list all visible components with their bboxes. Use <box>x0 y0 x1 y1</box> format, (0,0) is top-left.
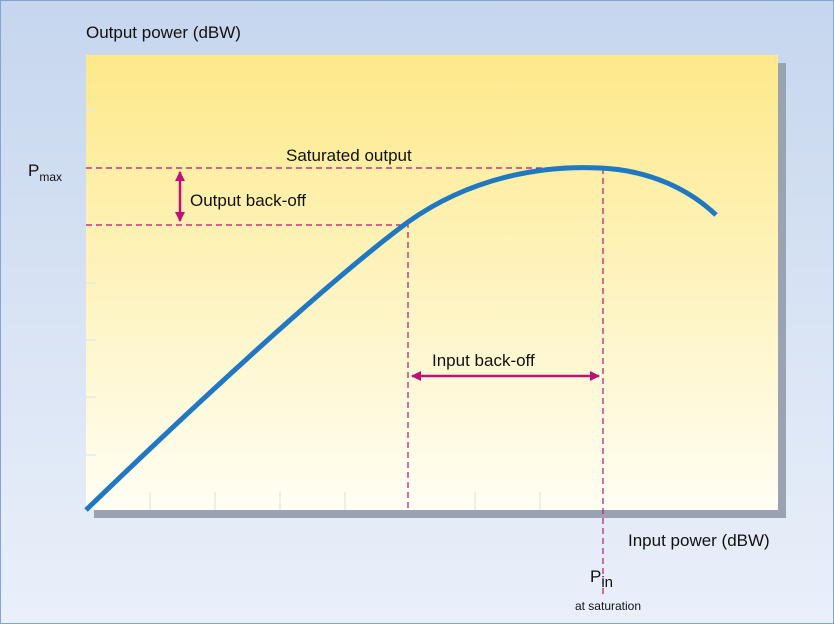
p-in: Pin <box>590 567 613 591</box>
output-back-off: Output back-off <box>190 191 306 210</box>
ticks <box>86 109 541 510</box>
subscript: in <box>601 574 613 591</box>
subscript: max <box>39 170 62 184</box>
arrows <box>175 171 600 381</box>
symbol: P <box>28 161 39 180</box>
p-in-note: at saturation <box>575 599 641 613</box>
symbol: P <box>590 567 601 586</box>
transfer-curve <box>84 165 718 512</box>
p-max: Pmax <box>28 161 62 184</box>
saturated-output: Saturated output <box>286 146 412 165</box>
plot-area <box>86 55 778 510</box>
y-axis-label: Output power (dBW) <box>86 23 241 42</box>
input-back-off: Input back-off <box>432 351 535 370</box>
x-axis-label: Input power (dBW) <box>628 531 770 550</box>
guide-lines <box>86 167 604 595</box>
